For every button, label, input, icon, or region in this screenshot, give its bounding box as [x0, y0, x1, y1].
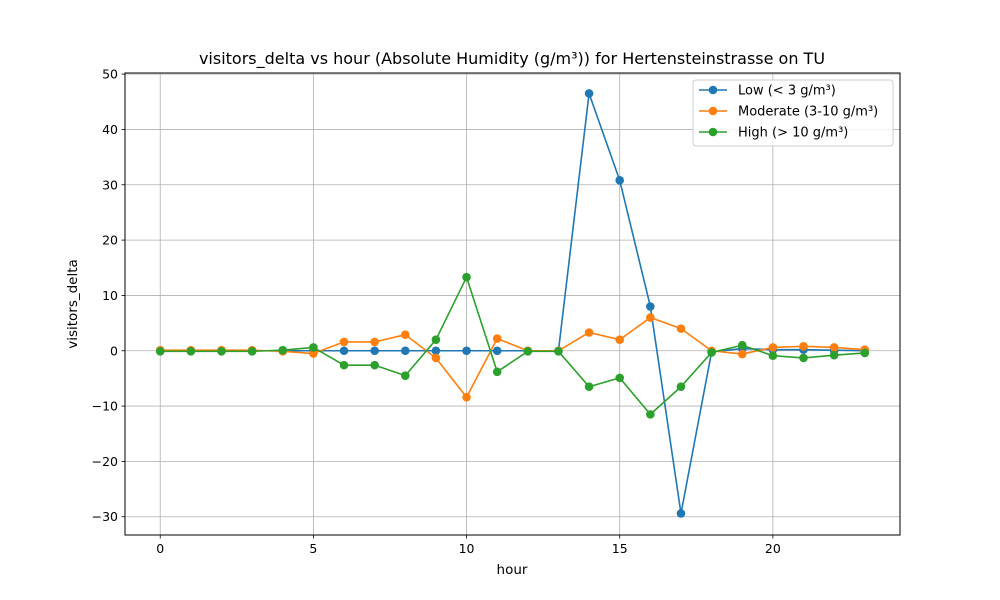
y-tick-label: 40 — [102, 122, 118, 137]
y-tick-label: 50 — [102, 67, 118, 82]
ticks: 0 5 10 15 20 −30 −20 −10 0 10 20 30 40 50 — [92, 67, 781, 556]
data-point — [370, 346, 379, 356]
x-tick-label: 20 — [765, 541, 781, 556]
data-point — [217, 347, 226, 356]
data-point — [584, 382, 594, 392]
data-point — [462, 392, 471, 402]
data-point — [431, 335, 441, 344]
data-point — [247, 347, 257, 356]
data-point — [737, 349, 747, 359]
data-point — [431, 353, 441, 363]
legend-marker — [708, 85, 718, 95]
x-axis-label: hour — [497, 562, 528, 578]
data-point — [646, 410, 655, 419]
data-point — [186, 347, 196, 356]
data-point — [829, 350, 839, 360]
data-point — [339, 337, 349, 347]
data-point — [584, 89, 594, 98]
data-point — [829, 343, 839, 352]
legend-item: Moderate (3-10 g/m³) — [699, 105, 878, 120]
data-point — [492, 346, 502, 356]
data-point — [370, 337, 379, 347]
data-point — [554, 347, 563, 356]
data-point — [370, 360, 379, 370]
y-tick-label: 10 — [102, 288, 118, 303]
data-point — [400, 346, 410, 356]
data-point — [339, 346, 349, 356]
legend-box — [692, 79, 894, 147]
data-point — [462, 346, 471, 356]
data-point — [278, 345, 288, 355]
y-tick-label: −30 — [92, 509, 118, 524]
x-tick-label: 0 — [156, 541, 164, 556]
data-point — [860, 348, 870, 358]
data-point — [737, 340, 747, 350]
data-point — [768, 351, 778, 361]
y-axis-label: visitors_delta — [65, 259, 81, 349]
data-point — [155, 347, 165, 356]
y-tick-label: 0 — [110, 343, 118, 358]
data-point — [799, 353, 808, 363]
legend-label: Moderate (3-10 g/m³) — [738, 105, 878, 120]
y-tick-label: −10 — [92, 399, 118, 414]
y-tick-label: 30 — [102, 177, 118, 192]
series-line — [160, 276, 865, 416]
legend: Low (< 3 g/m³) Moderate (3-10 g/m³) High (… — [692, 79, 894, 147]
data-point — [615, 176, 625, 185]
legend-label: Low (< 3 g/m³) — [738, 84, 836, 99]
data-point — [615, 335, 625, 344]
x-tick-label: 15 — [612, 541, 628, 556]
data-point — [799, 342, 808, 351]
data-point — [646, 302, 655, 311]
data-point — [615, 373, 625, 383]
data-point — [492, 367, 502, 377]
chart-title: visitors_delta vs hour (Absolute Humidit… — [199, 49, 825, 69]
data-point — [462, 272, 471, 282]
legend-marker — [708, 106, 718, 116]
plot-frame — [124, 72, 901, 536]
legend-marker — [708, 127, 718, 137]
data-point — [309, 349, 318, 358]
y-tick-label: −20 — [92, 454, 118, 469]
data-point — [676, 509, 686, 518]
data-point — [676, 382, 686, 392]
data-point — [584, 328, 594, 337]
legend-item: Low (< 3 g/m³) — [699, 84, 836, 99]
data-point — [309, 343, 318, 352]
x-tick-label: 10 — [459, 541, 475, 556]
data-point — [768, 343, 778, 352]
series-layer — [155, 89, 870, 518]
legend-label: High (> 10 g/m³) — [738, 126, 848, 141]
data-point — [400, 330, 410, 340]
y-tick-label: 20 — [102, 233, 118, 248]
legend-item: High (> 10 g/m³) — [699, 126, 848, 141]
data-point — [707, 348, 716, 357]
data-point — [339, 360, 349, 370]
data-point — [400, 371, 410, 380]
series-2 — [155, 272, 870, 419]
data-point — [676, 324, 686, 333]
data-point — [431, 346, 441, 356]
data-point — [492, 334, 502, 343]
data-point — [646, 313, 655, 322]
x-tick-label: 5 — [309, 541, 317, 556]
data-point — [523, 347, 533, 356]
